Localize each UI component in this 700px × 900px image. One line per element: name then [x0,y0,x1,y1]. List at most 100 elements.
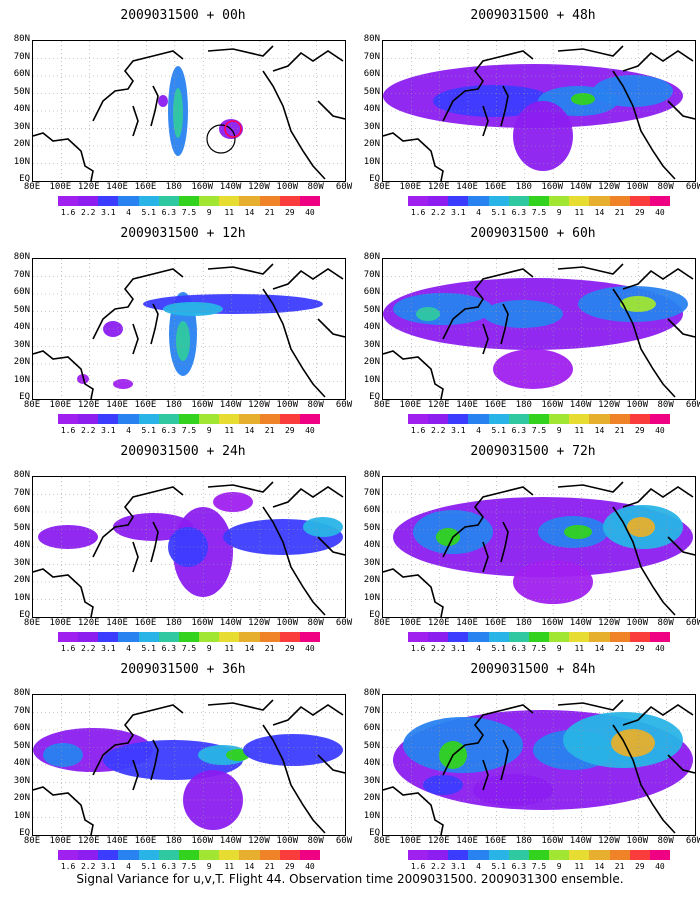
variance-contour [483,300,563,328]
lat-tick-label: 40N [13,758,30,768]
coastline [612,506,676,616]
lat-tick-label: 10N [363,810,380,821]
lon-tick-label: 80W [657,618,674,628]
colorbar-label: 21 [264,426,275,435]
colorbar-swatch [118,196,139,206]
colorbar-swatch [219,196,240,206]
lat-tick-label: 70N [13,269,30,280]
colorbar-label: 9 [556,208,562,217]
lat-tick-label: EQ [369,610,380,620]
colorbar-swatch [178,414,200,424]
lon-tick-label: 160W [191,400,214,410]
panel-title: 2009031500 + 60h [470,226,596,241]
colorbar-swatch [239,414,260,424]
coastline [667,100,695,120]
lon-tick-label: 140W [569,836,592,846]
colorbar-label: 5.1 [141,208,156,217]
variance-contour [403,717,523,773]
colorbar-swatch [549,196,570,206]
coastline [667,754,695,774]
coastline [207,699,274,711]
lon-tick-label: 120E [77,400,100,410]
colorbar-swatch [589,632,610,642]
lon-tick-label: 100W [276,836,299,846]
lat-tick-label: 50N [13,86,30,97]
lon-tick-label: 100W [626,400,649,410]
lon-tick-label: 140W [219,182,242,192]
colorbar-swatch [488,632,509,642]
variance-contour [416,307,440,321]
lat-tick-label: 70N [363,705,380,716]
map-plot [382,694,696,836]
lat-tick-label: 60N [363,505,380,515]
lon-tick-label: 140W [569,400,592,410]
map-panel: 2009031500 + 00h 80N 70N 60N 50N 40N 30N 20N 10N… [14,8,352,223]
lat-tick-label: 30N [13,339,30,350]
colorbar-label: 40 [305,862,315,871]
lon-tick-label: 120E [427,400,450,410]
lon-tick-label: 120E [77,182,100,192]
lon-tick-label: 80W [307,400,324,410]
lon-tick-label: 140E [106,182,128,192]
colorbar-label: 1.6 [410,862,426,871]
colorbar-swatch [239,632,260,642]
colorbar-label: 1.6 [60,862,76,871]
colorbar-swatch [199,414,220,424]
lon-tick-label: 160W [191,182,214,192]
colorbar-swatch [488,196,509,206]
lat-tick-label: 30N [13,121,30,132]
colorbar-swatch [528,850,550,860]
lat-tick-label: 40N [13,540,30,550]
colorbar-swatch [58,414,79,424]
colorbar-label: 40 [305,208,315,217]
colorbar-label: 2.2 [80,862,96,871]
colorbar-label: 29 [284,426,295,435]
colorbar-swatch [58,632,79,642]
colorbar-label: 11 [574,426,585,435]
colorbar-label: 7.5 [181,644,197,653]
lon-tick-label: 100W [626,182,649,192]
map-panel: 2009031500 + 84h 80N 70N 60N 50N 40N 30N 20N 10N… [364,662,700,877]
lat-tick-label: 20N [363,793,380,803]
lon-tick-label: 80E [373,836,391,846]
lat-tick-label: 10N [13,374,30,385]
lon-tick-label: 80W [307,618,324,628]
coastline [612,288,676,398]
colorbar-swatch [98,850,119,860]
colorbar-label: 6.3 [511,862,527,871]
coastline [92,50,184,122]
coastline [667,536,695,556]
lon-tick-label: 100W [276,400,299,410]
lat-tick-label: 50N [13,522,30,533]
colorbar-swatch [98,414,119,424]
colorbar-swatch [448,632,469,642]
colorbar-label: 21 [614,426,625,435]
lat-tick-label: EQ [19,174,30,184]
colorbar-label: 7.5 [181,208,197,217]
lon-tick-label: 100W [626,836,649,846]
lon-tick-label: 80E [373,618,391,628]
colorbar-label: 21 [264,862,275,871]
colorbar-label: 14 [244,862,255,871]
map-plot [382,40,696,182]
colorbar-label: 4 [476,862,481,871]
coastline [500,85,509,127]
colorbar-label: 11 [224,208,235,217]
lat-tick-label: 30N [363,775,380,786]
colorbar-swatch [609,196,630,206]
colorbar-label: 5.1 [491,208,506,217]
variance-contour [173,88,183,138]
map-svg [383,259,695,399]
coastline [442,50,534,122]
colorbar-label: 29 [634,862,645,871]
lon-tick-label: 80E [23,400,41,410]
colorbar-label: 14 [594,644,605,653]
map-svg [383,695,695,835]
lat-tick-label: 80N [363,470,380,480]
lat-tick-label: 30N [13,557,30,568]
lat-tick-label: 60N [13,505,30,515]
lon-tick-label: 160W [541,836,564,846]
lon-tick-label: 160E [134,618,157,628]
coastline [383,132,444,181]
lon-tick-label: 140W [219,400,242,410]
